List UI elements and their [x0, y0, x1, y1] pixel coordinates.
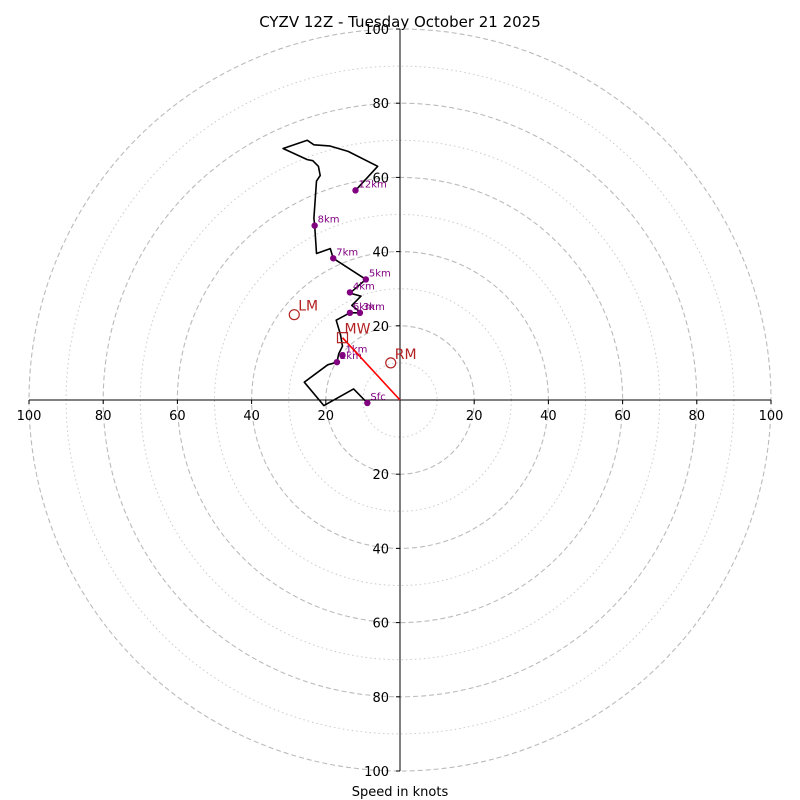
storm-rm-marker [385, 357, 397, 369]
storm-rm-label: RM [395, 347, 417, 363]
y-tick-label: 40 [372, 246, 389, 261]
y-tick-label: 20 [372, 320, 389, 335]
storm-mw-label: MW [344, 322, 370, 338]
storm-mw-marker [336, 332, 349, 344]
height-marker-6km [346, 309, 354, 317]
y-tick-label: 60 [372, 617, 389, 632]
x-tick-label: 80 [95, 409, 112, 424]
x-tick-label: 100 [759, 409, 784, 424]
height-marker-8km [311, 222, 318, 229]
storm-motion: RM LM MW [288, 299, 417, 401]
height-label-12km: 12km [358, 179, 386, 190]
y-tick-label: 100 [364, 23, 389, 38]
y-tick-label: 100 [364, 765, 389, 780]
height-label-6km: 6km [353, 302, 375, 313]
height-label-4km: 4km [353, 281, 375, 292]
height-label-5km: 5km [369, 268, 391, 279]
storm-lm-label: LM [298, 299, 318, 315]
height-label-1km: 1km [345, 344, 367, 355]
height-marker-5km [362, 276, 370, 283]
y-tick-label: 40 [372, 542, 389, 557]
y-tick-label: 60 [372, 171, 389, 186]
storm-motion-vector [341, 337, 401, 401]
x-tick-label: 80 [689, 409, 706, 424]
height-marker-Sfc [364, 399, 371, 407]
height-marker-7km [330, 255, 337, 262]
x-tick-label: 40 [540, 409, 557, 424]
height-label-7km: 7km [336, 247, 358, 258]
x-axis-label: Speed in knots [352, 785, 449, 800]
height-marker-4km [346, 289, 354, 296]
height-label-2km: 2km [340, 351, 362, 362]
height-label-8km: 8km [318, 215, 340, 226]
height-marker-1km [339, 352, 346, 359]
tick-labels: 100 80 60 40 20 20 40 60 80 100 100 80 60 40 20 20 40 60 8… [17, 23, 784, 780]
y-tick-label: 80 [372, 97, 389, 112]
height-marker-2km [333, 358, 341, 366]
chart-title: CYZV 12Z - Tuesday October 21 2025 [259, 13, 541, 31]
storm-lm-marker [288, 309, 300, 321]
height-label-3km: 3km [363, 302, 385, 313]
y-tick-label: 80 [372, 691, 389, 706]
height-marker-12km [352, 187, 359, 194]
y-tick-label: 20 [372, 468, 389, 483]
x-tick-label: 100 [17, 409, 42, 424]
x-tick-label: 40 [243, 409, 260, 424]
height-label-Sfc: Sfc [370, 392, 385, 403]
x-tick-label: 20 [466, 409, 483, 424]
x-tick-label: 60 [614, 409, 631, 424]
x-tick-label: 60 [169, 409, 186, 424]
x-tick-label: 20 [318, 409, 335, 424]
height-marker-3km [356, 309, 364, 317]
